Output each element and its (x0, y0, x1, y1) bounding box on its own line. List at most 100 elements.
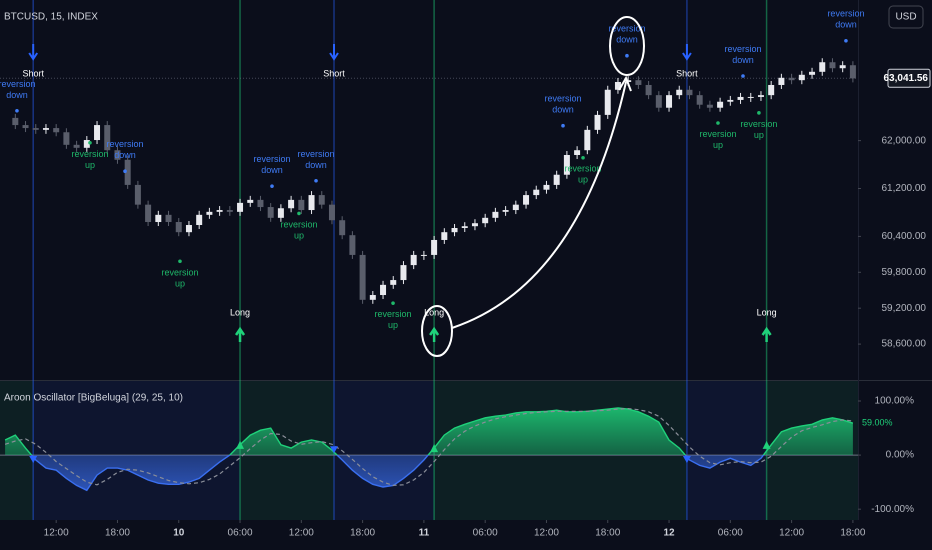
long-label: Long (230, 307, 250, 317)
candle (165, 214, 172, 223)
reversion-label: reversion down (107, 140, 144, 161)
reversion-dot (15, 108, 19, 113)
reversion-dot (88, 140, 92, 145)
oscillator-line (4, 407, 854, 455)
reversion-label: reversion down (298, 149, 335, 170)
oscillator-title: Aroon Oscillator [BigBeluga] (29, 25, 10… (4, 393, 183, 404)
candle (22, 125, 29, 129)
reversion-label: reversion up (740, 119, 777, 140)
short-marker (330, 446, 339, 454)
reversion-dot (844, 38, 848, 43)
candle (155, 214, 162, 223)
reversion-label: reversion down (724, 44, 761, 65)
candle (32, 128, 39, 130)
x-tick-label: 06:00 (473, 528, 498, 539)
candle (145, 204, 152, 223)
long-label: Long (424, 307, 444, 317)
reversion-dot (561, 123, 565, 128)
oscillator-last-value: 59.00% (862, 418, 893, 428)
annotation-arrow (451, 81, 627, 329)
x-tick-label: 06:00 (228, 528, 253, 539)
candle (512, 204, 519, 211)
reversion-label: reversion up (161, 268, 198, 289)
candle (114, 150, 121, 160)
candle (12, 117, 19, 126)
candle (410, 254, 417, 266)
long-arrow (761, 326, 772, 342)
candle (686, 89, 693, 96)
candle (635, 80, 642, 85)
candle (788, 77, 795, 81)
reversion-label: reversion down (545, 94, 582, 115)
candle (563, 154, 570, 175)
reversion-label: reversion down (827, 9, 864, 30)
candle (267, 207, 274, 218)
candle (502, 210, 509, 212)
candle (471, 223, 478, 227)
long-marker (762, 440, 771, 449)
long-arrow (429, 326, 440, 342)
candle (809, 71, 816, 75)
reversion-dot (391, 301, 395, 305)
candle (42, 128, 49, 130)
candle (420, 254, 427, 256)
candle (747, 96, 754, 98)
x-tick-label: 12:00 (534, 528, 559, 539)
candle (328, 204, 335, 221)
signal-line-dashed (4, 407, 853, 487)
x-tick-label: 12 (663, 528, 675, 539)
candles (12, 58, 856, 304)
candle (196, 214, 203, 226)
candle (400, 265, 407, 281)
candle (73, 144, 80, 148)
candle (543, 184, 550, 190)
candle (768, 84, 775, 96)
candle (757, 95, 764, 97)
regime-background (686, 381, 767, 520)
candle (298, 199, 305, 211)
candle (308, 195, 315, 211)
candle (288, 199, 295, 209)
short-label: Short (323, 68, 345, 78)
reversion-label: reversion up (699, 129, 736, 150)
candle (53, 128, 60, 133)
y-tick-label: 59,800.00 (882, 267, 927, 278)
candle (175, 222, 182, 233)
reversion-label: reversion up (71, 149, 108, 170)
candle (390, 280, 397, 285)
oscillator-area-positive (5, 408, 853, 455)
candle (359, 254, 366, 300)
candle (257, 199, 264, 208)
long-marker (430, 444, 439, 453)
reversion-label: reversion up (565, 164, 602, 185)
candle (604, 89, 611, 115)
reversion-dot (625, 53, 629, 58)
candle (696, 95, 703, 105)
candle (533, 189, 540, 196)
candle (451, 228, 458, 233)
candle (124, 159, 131, 185)
y-tick-label: 62,000.00 (882, 135, 927, 146)
candle (655, 95, 662, 108)
y2-tick-label: -100.00% (871, 504, 914, 515)
candle (829, 62, 836, 69)
x-tick-label: 12:00 (44, 528, 69, 539)
reversion-dot (314, 178, 318, 183)
reversion-dot (297, 211, 301, 216)
symbol-title: BTCUSD, 15, INDEX (4, 12, 98, 23)
candle (666, 95, 673, 108)
currency-button[interactable] (888, 5, 924, 29)
candle (482, 217, 489, 224)
candle (727, 99, 734, 102)
candle (237, 202, 244, 212)
reversion-dot (757, 111, 761, 115)
candle (737, 96, 744, 100)
reversion-dot (581, 155, 585, 160)
currency-label: USD (895, 12, 916, 23)
candle (798, 74, 805, 81)
last-price-label: 63,041.56 (884, 73, 929, 84)
reversion-dot (123, 169, 127, 174)
candle (614, 81, 621, 90)
y-tick-label: 58,600.00 (882, 339, 927, 350)
